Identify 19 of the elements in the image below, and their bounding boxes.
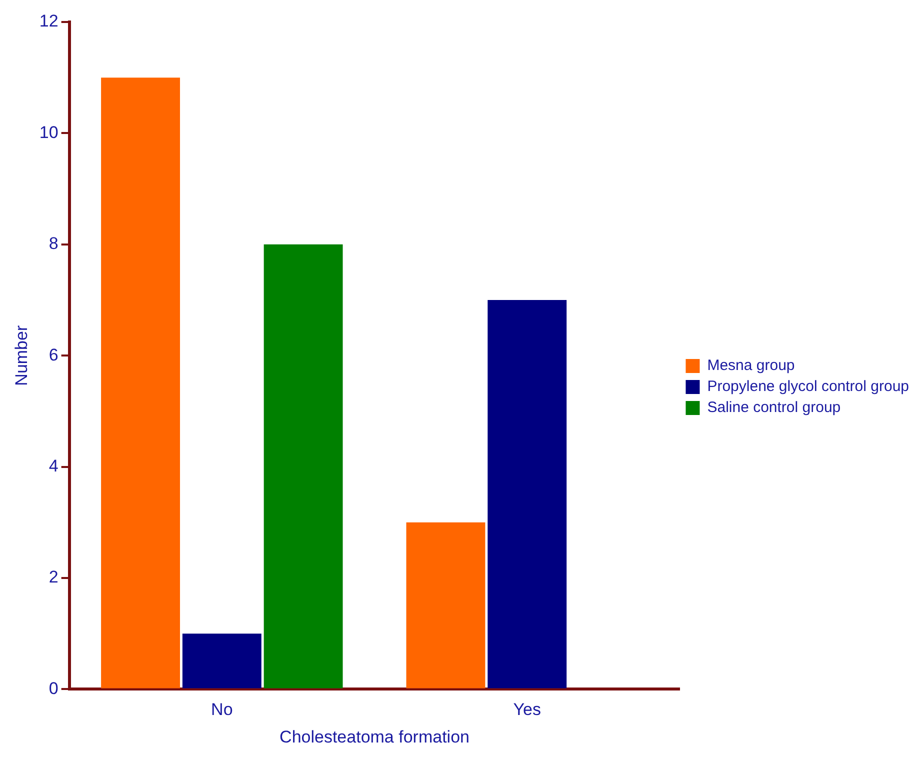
bar (182, 634, 262, 688)
y-tick-label: 12 (39, 12, 58, 31)
legend-label: Saline control group (707, 399, 841, 416)
y-tick-label: 2 (48, 568, 58, 587)
y-tick-label: 0 (48, 678, 58, 698)
bar (488, 300, 567, 688)
bar (406, 522, 486, 688)
x-axis-title: Cholesteatoma formation (280, 727, 470, 746)
bar (264, 244, 343, 688)
y-tick-label: 8 (48, 234, 58, 254)
x-tick-label: No (211, 700, 233, 720)
x-tick-label: Yes (513, 700, 541, 720)
y-tick-label: 10 (39, 122, 58, 142)
y-tick-label: 4 (48, 456, 58, 476)
legend-label: Propylene glycol control group (707, 378, 910, 396)
bar (101, 78, 180, 688)
legend-label: Mesna group (707, 357, 795, 374)
y-tick-label: 6 (48, 345, 58, 364)
y-axis-title: Number (12, 325, 31, 386)
